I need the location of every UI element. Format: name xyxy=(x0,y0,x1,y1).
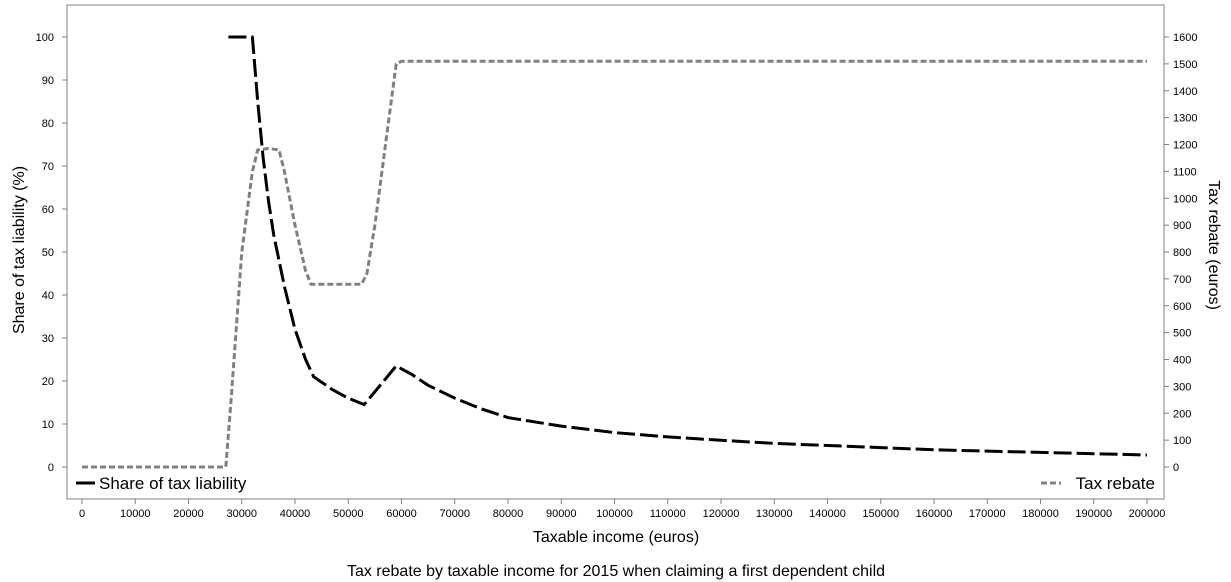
left-tick-label: 100 xyxy=(36,32,54,44)
left-tick-label: 30 xyxy=(42,333,54,345)
x-tick-label: 140000 xyxy=(809,508,846,520)
right-tick-label: 0 xyxy=(1173,462,1179,474)
x-tick-label: 90000 xyxy=(546,508,577,520)
x-axis-ticks: 0 10000 20000 30000 40000 50000 60000 70000 8000… xyxy=(79,499,1165,520)
right-tick-label: 1100 xyxy=(1173,166,1197,178)
left-tick-label: 80 xyxy=(42,118,54,130)
x-tick-label: 200000 xyxy=(1129,508,1166,520)
right-axis-ticks: 0 100 200 300 400 500 600 700 800 900 1000 1100 1200… xyxy=(1164,32,1197,474)
left-tick-label: 20 xyxy=(42,376,54,388)
left-tick-label: 40 xyxy=(42,290,54,302)
right-axis-title: Tax rebate (euros) xyxy=(1205,180,1222,310)
legend-label-share: Share of tax liability xyxy=(99,474,247,493)
right-tick-label: 1300 xyxy=(1173,113,1197,125)
right-tick-label: 700 xyxy=(1173,274,1191,286)
series-line-share-of-tax-liability xyxy=(228,35,1148,457)
right-tick-label: 900 xyxy=(1173,220,1191,232)
x-tick-label: 0 xyxy=(79,508,85,520)
x-tick-label: 50000 xyxy=(333,508,364,520)
right-tick-label: 100 xyxy=(1173,435,1191,447)
plot-area xyxy=(66,4,1165,500)
x-tick-label: 150000 xyxy=(862,508,899,520)
x-tick-label: 180000 xyxy=(1022,508,1059,520)
x-tick-label: 110000 xyxy=(650,508,686,520)
right-tick-label: 1400 xyxy=(1173,86,1197,98)
x-tick-label: 160000 xyxy=(916,508,953,520)
legend-left: Share of tax liability xyxy=(76,474,247,493)
x-tick-label: 190000 xyxy=(1075,508,1112,520)
x-tick-label: 70000 xyxy=(439,508,470,520)
x-tick-label: 80000 xyxy=(493,508,524,520)
left-axis-title: Share of tax liability (%) xyxy=(11,166,28,334)
left-tick-label: 70 xyxy=(42,161,54,173)
left-tick-label: 50 xyxy=(42,247,54,259)
right-tick-label: 500 xyxy=(1173,328,1191,340)
right-tick-label: 1200 xyxy=(1173,140,1197,152)
x-tick-label: 10000 xyxy=(120,508,151,520)
x-tick-label: 60000 xyxy=(386,508,417,520)
right-tick-label: 300 xyxy=(1173,381,1191,393)
x-axis-title: Taxable income (euros) xyxy=(533,529,699,546)
chart-caption: Tax rebate by taxable income for 2015 wh… xyxy=(347,563,885,580)
right-tick-label: 400 xyxy=(1173,355,1191,367)
x-tick-label: 120000 xyxy=(703,508,740,520)
left-tick-label: 60 xyxy=(42,204,54,216)
right-tick-label: 1000 xyxy=(1173,193,1197,205)
right-tick-label: 1500 xyxy=(1173,59,1197,71)
x-tick-label: 130000 xyxy=(756,508,793,520)
x-tick-label: 170000 xyxy=(969,508,1006,520)
left-axis-ticks: 0 10 20 30 40 50 60 70 80 90 100 xyxy=(36,32,67,474)
right-tick-label: 600 xyxy=(1173,301,1191,313)
right-tick-label: 800 xyxy=(1173,247,1191,259)
x-tick-label: 40000 xyxy=(280,508,311,520)
right-tick-label: 200 xyxy=(1173,408,1191,420)
right-tick-label: 1600 xyxy=(1173,32,1197,44)
legend-label-rebate: Tax rebate xyxy=(1076,474,1155,493)
x-tick-label: 30000 xyxy=(226,508,257,520)
x-tick-label: 100000 xyxy=(596,508,633,520)
left-tick-label: 90 xyxy=(42,75,54,87)
x-tick-label: 20000 xyxy=(173,508,204,520)
series-layer xyxy=(82,35,1148,469)
left-tick-label: 0 xyxy=(48,462,54,474)
legend-right: Tax rebate xyxy=(1041,474,1155,493)
left-tick-label: 10 xyxy=(42,419,54,431)
